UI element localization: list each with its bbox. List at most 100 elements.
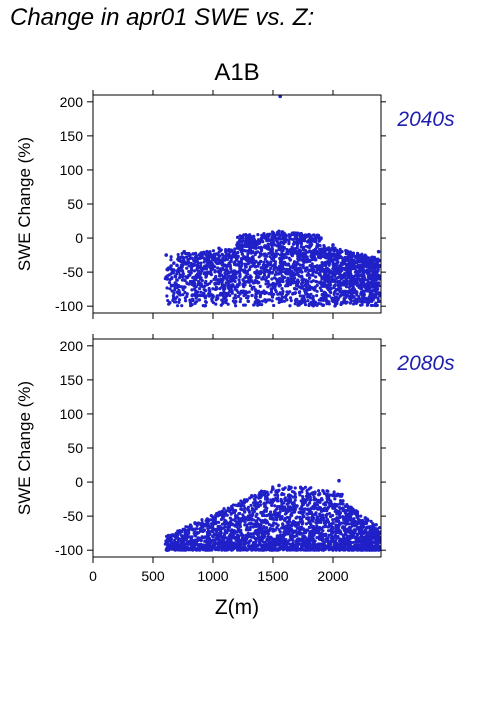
scatter-point	[373, 302, 378, 306]
scatter-point	[342, 289, 346, 293]
y-axis-title: SWE Change (%)	[15, 137, 34, 271]
scatter-point	[226, 302, 230, 306]
scatter-point	[247, 280, 252, 284]
scatter-point	[277, 488, 281, 492]
scatter-point	[365, 269, 369, 274]
scatter-point	[343, 519, 347, 524]
scatter-point	[328, 493, 332, 497]
scatter-point	[287, 523, 291, 527]
scatter-point	[222, 288, 226, 292]
scatter-point	[243, 510, 247, 514]
scatter-point	[365, 303, 369, 307]
scatter-point	[298, 539, 302, 543]
scatter-point	[377, 284, 381, 288]
scatter-point	[297, 284, 301, 289]
scatter-point	[323, 291, 328, 295]
scatter-point	[325, 298, 329, 303]
scatter-point	[230, 535, 234, 539]
scatter-point	[242, 498, 247, 502]
scatter-point	[320, 262, 325, 266]
scatter-point	[337, 275, 342, 279]
scatter-point	[175, 278, 179, 282]
scatter-point	[259, 259, 263, 264]
scatter-point	[276, 280, 280, 284]
scatter-point	[313, 285, 317, 289]
scatter-point	[199, 290, 203, 294]
scatter-point	[346, 293, 350, 297]
scatter-point	[198, 294, 202, 298]
scatter-point	[266, 270, 270, 274]
scatter-point	[187, 251, 191, 256]
scatter-point	[299, 545, 304, 549]
scatter-point	[325, 496, 329, 500]
scatter-point	[168, 287, 172, 291]
scatter-point	[165, 286, 169, 290]
scatter-point	[286, 277, 290, 281]
scatter-point	[238, 281, 242, 285]
scatter-point	[302, 277, 306, 282]
scatter-point	[299, 275, 303, 279]
scatter-point	[348, 288, 352, 292]
scatter-point	[287, 242, 291, 246]
scatter-point	[359, 290, 364, 294]
scatter-point	[263, 257, 267, 261]
scatter-point	[360, 275, 365, 279]
scatter-point	[282, 299, 286, 303]
scatter-point	[267, 251, 271, 256]
scatter-point	[185, 535, 190, 539]
scatter-point	[181, 288, 185, 292]
scatter-point	[341, 259, 345, 264]
scatter-points	[163, 95, 381, 308]
scatter-point	[226, 547, 230, 551]
scatter-point	[167, 266, 171, 270]
scatter-point	[194, 259, 199, 263]
scatter-point	[275, 540, 279, 544]
scatter-point	[367, 299, 371, 303]
scatter-point	[204, 252, 208, 257]
scatter-point	[349, 517, 353, 521]
scatter-point	[218, 542, 222, 546]
scatter-point	[316, 489, 321, 493]
scatter-point	[349, 297, 353, 301]
scatter-point	[182, 285, 186, 289]
scatter-point	[339, 301, 344, 305]
scatter-point	[321, 532, 326, 537]
scatter-point	[242, 255, 246, 259]
scatter-point	[230, 285, 234, 289]
scatter-point	[270, 270, 275, 274]
scatter-point	[247, 290, 251, 294]
scatter-point	[279, 240, 283, 244]
scatter-point	[300, 487, 304, 491]
scatter-point	[355, 511, 359, 515]
scatter-point	[250, 293, 254, 298]
scatter-point	[311, 273, 315, 277]
scatter-point	[275, 297, 279, 301]
scatter-point	[288, 304, 292, 308]
scatter-point	[203, 535, 207, 539]
scatter-point	[296, 302, 301, 306]
scatter-point	[347, 285, 351, 290]
scatter-point	[234, 275, 238, 279]
scatter-point	[330, 254, 334, 258]
scatter-point	[250, 256, 254, 260]
scatter-point	[340, 541, 344, 545]
scatter-point	[251, 525, 255, 529]
scatter-point	[275, 534, 279, 538]
scatter-point	[295, 280, 299, 284]
scatter-point	[233, 247, 237, 251]
scatter-point	[219, 273, 224, 277]
scatter-point	[222, 285, 226, 289]
scatter-point	[209, 513, 213, 518]
scatter-point	[228, 289, 232, 294]
scatter-point	[274, 236, 278, 240]
scatter-point	[203, 299, 208, 304]
scatter-point	[257, 302, 262, 307]
scatter-point	[321, 295, 325, 299]
scatter-point	[194, 251, 198, 256]
scatter-point	[192, 283, 196, 287]
scatter-point	[337, 256, 341, 260]
scatter-point	[225, 257, 229, 262]
scatter-point	[319, 282, 323, 286]
scatter-point	[296, 252, 301, 256]
scatter-point	[322, 548, 326, 552]
